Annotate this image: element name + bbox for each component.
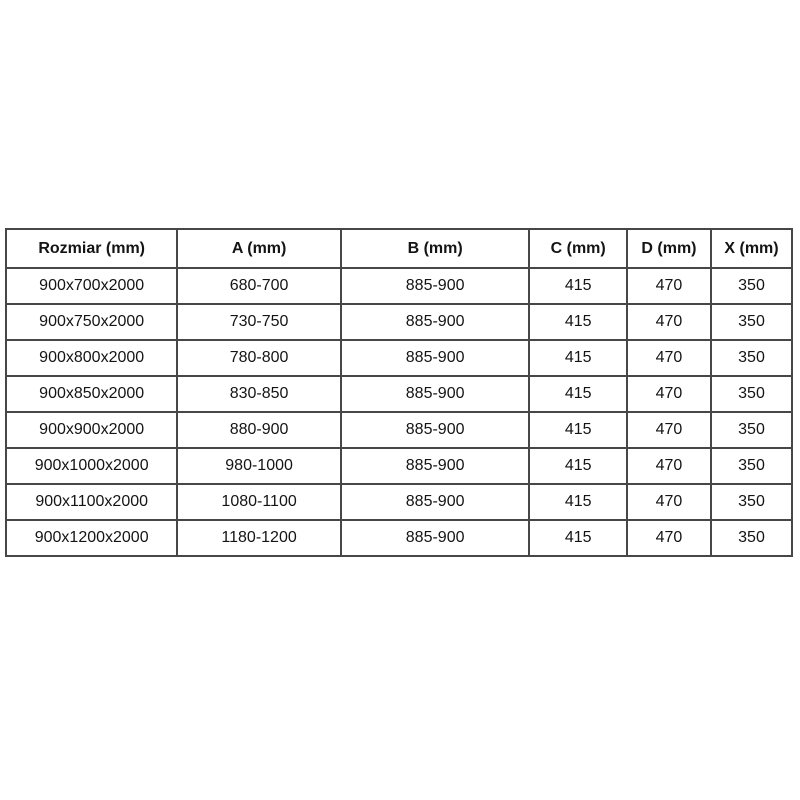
table-cell: 880-900	[176, 411, 342, 449]
size-table-container: Rozmiar (mm) A (mm) B (mm) C (mm) D (mm)…	[4, 228, 793, 557]
table-cell: 350	[710, 519, 793, 557]
table-cell: 900x800x2000	[4, 339, 179, 377]
table-cell: 415	[528, 303, 628, 341]
table-cell: 900x1000x2000	[4, 447, 179, 485]
table-cell: 780-800	[176, 339, 342, 377]
table-cell: 900x1200x2000	[4, 519, 179, 557]
column-header-x: X (mm)	[710, 228, 793, 269]
table-cell: 980-1000	[176, 447, 342, 485]
table-cell: 900x750x2000	[4, 303, 179, 341]
table-cell: 350	[710, 339, 793, 377]
table-cell: 470	[625, 447, 713, 485]
table-cell: 415	[528, 519, 628, 557]
header-row: Rozmiar (mm) A (mm) B (mm) C (mm) D (mm)…	[4, 228, 793, 269]
table-row: 900x1200x2000 1180-1200 885-900 415 470 350	[4, 519, 793, 557]
column-header-d: D (mm)	[625, 228, 713, 269]
table-cell: 1080-1100	[176, 483, 342, 521]
table-cell: 415	[528, 375, 628, 413]
table-row: 900x900x2000 880-900 885-900 415 470 350	[4, 411, 793, 449]
table-cell: 470	[625, 519, 713, 557]
column-header-b: B (mm)	[339, 228, 531, 269]
table-cell: 415	[528, 483, 628, 521]
table-cell: 470	[625, 483, 713, 521]
table-cell: 885-900	[339, 303, 531, 341]
table-cell: 415	[528, 267, 628, 305]
table-row: 900x850x2000 830-850 885-900 415 470 350	[4, 375, 793, 413]
table-cell: 350	[710, 483, 793, 521]
table-cell: 415	[528, 447, 628, 485]
table-cell: 885-900	[339, 411, 531, 449]
table-row: 900x1000x2000 980-1000 885-900 415 470 350	[4, 447, 793, 485]
dimensions-table: Rozmiar (mm) A (mm) B (mm) C (mm) D (mm)…	[4, 228, 793, 557]
table-cell: 680-700	[176, 267, 342, 305]
table-cell: 350	[710, 447, 793, 485]
table-cell: 470	[625, 303, 713, 341]
column-header-a: A (mm)	[176, 228, 342, 269]
table-row: 900x1100x2000 1080-1100 885-900 415 470 350	[4, 483, 793, 521]
column-header-c: C (mm)	[528, 228, 628, 269]
table-cell: 885-900	[339, 267, 531, 305]
table-cell: 900x1100x2000	[4, 483, 179, 521]
table-cell: 885-900	[339, 339, 531, 377]
table-cell: 415	[528, 411, 628, 449]
table-row: 900x800x2000 780-800 885-900 415 470 350	[4, 339, 793, 377]
table-row: 900x750x2000 730-750 885-900 415 470 350	[4, 303, 793, 341]
table-cell: 350	[710, 411, 793, 449]
table-cell: 350	[710, 267, 793, 305]
table-cell: 1180-1200	[176, 519, 342, 557]
table-cell: 885-900	[339, 447, 531, 485]
column-header-rozmiar: Rozmiar (mm)	[4, 228, 179, 269]
table-cell: 470	[625, 375, 713, 413]
table-cell: 730-750	[176, 303, 342, 341]
table-cell: 900x850x2000	[4, 375, 179, 413]
table-cell: 350	[710, 303, 793, 341]
table-cell: 900x700x2000	[4, 267, 179, 305]
table-cell: 350	[710, 375, 793, 413]
table-cell: 885-900	[339, 519, 531, 557]
table-row: 900x700x2000 680-700 885-900 415 470 350	[4, 267, 793, 305]
table-cell: 415	[528, 339, 628, 377]
table-cell: 470	[625, 339, 713, 377]
table-cell: 470	[625, 411, 713, 449]
table-cell: 885-900	[339, 375, 531, 413]
table-cell: 830-850	[176, 375, 342, 413]
table-cell: 470	[625, 267, 713, 305]
table-cell: 885-900	[339, 483, 531, 521]
table-cell: 900x900x2000	[4, 411, 179, 449]
